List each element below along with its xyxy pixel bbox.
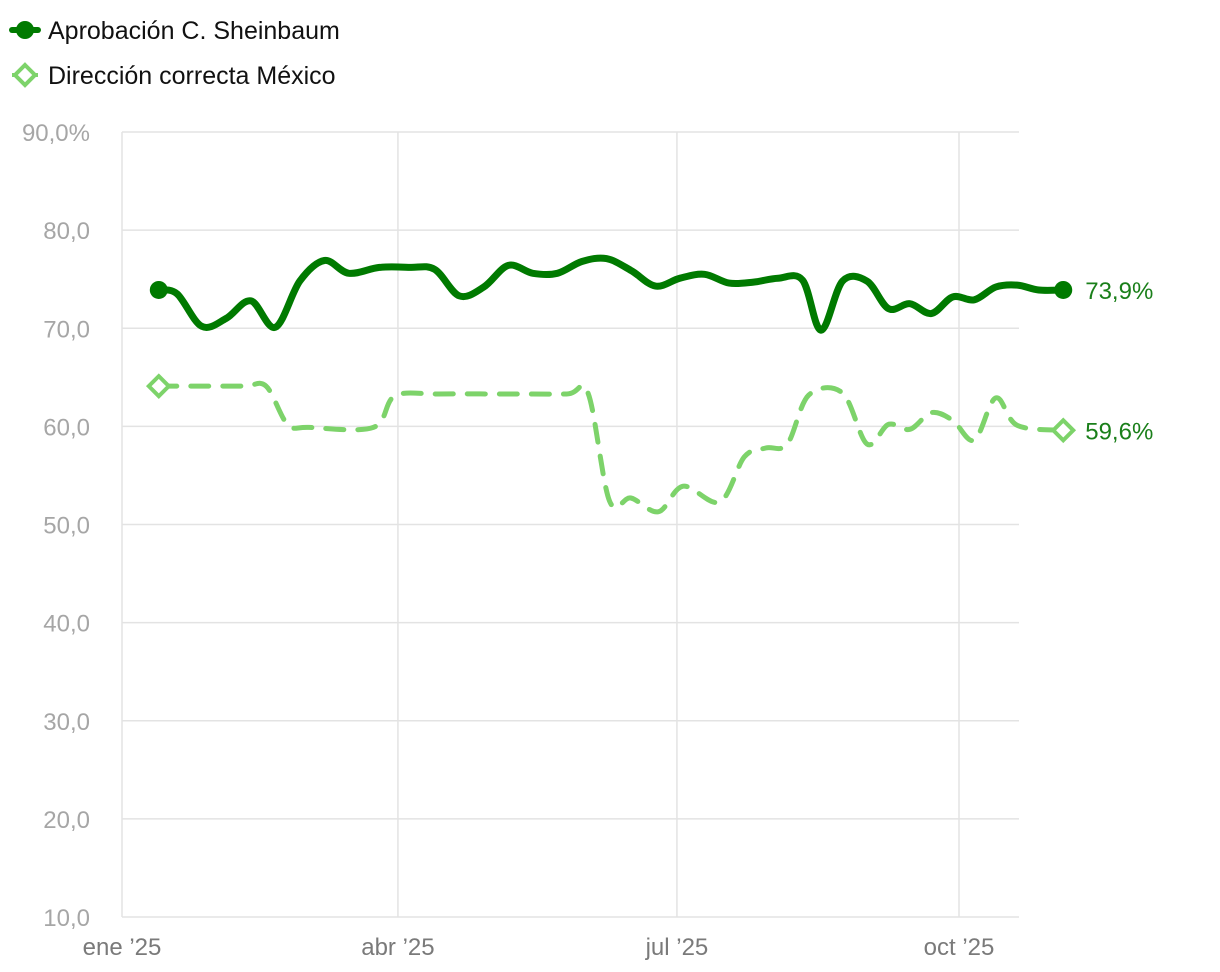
legend-label: Dirección correcta México: [48, 62, 336, 90]
legend: Aprobación C. Sheinbaum Dirección correct…: [9, 17, 340, 90]
y-tick-label: 50,0: [43, 513, 90, 540]
series-1-end-marker: [1054, 280, 1073, 299]
series-1-end-label: 73,9%: [1085, 278, 1153, 305]
legend-swatch-marker: [12, 62, 38, 88]
legend-item-2: Dirección correcta México: [12, 62, 336, 90]
series-1-start-marker: [149, 280, 168, 299]
y-tick-label: 70,0: [43, 316, 90, 343]
series-2-end-marker: [1050, 417, 1077, 444]
legend-swatch-marker: [16, 21, 34, 39]
y-tick-label: 30,0: [43, 709, 90, 736]
x-tick-label: abr ’25: [361, 934, 434, 961]
y-tick-label: 90,0%: [22, 120, 90, 147]
axes: 10,0 20,0 30,0 40,0 50,0 60,0 70,0 80,0 90,0% ene…: [22, 120, 994, 961]
y-tick-label: 20,0: [43, 807, 90, 834]
x-tick-label: ene ’25: [83, 934, 162, 961]
legend-label: Aprobación C. Sheinbaum: [48, 17, 340, 45]
y-tick-label: 80,0: [43, 218, 90, 245]
x-tick-label: jul ’25: [645, 934, 709, 961]
series-lines: 73,9% 59,6%: [145, 254, 1153, 515]
grid: [121, 131, 1019, 918]
series-line-1: [155, 254, 1067, 334]
series-2-end-label: 59,6%: [1085, 418, 1153, 445]
legend-item-1: Aprobación C. Sheinbaum: [9, 17, 340, 45]
series-2-start-marker: [145, 373, 172, 399]
y-tick-label: 10,0: [43, 905, 90, 932]
y-tick-label: 60,0: [43, 414, 90, 441]
y-tick-label: 40,0: [43, 611, 90, 638]
series-line-2: [156, 380, 1066, 515]
x-tick-label: oct ’25: [924, 934, 995, 961]
